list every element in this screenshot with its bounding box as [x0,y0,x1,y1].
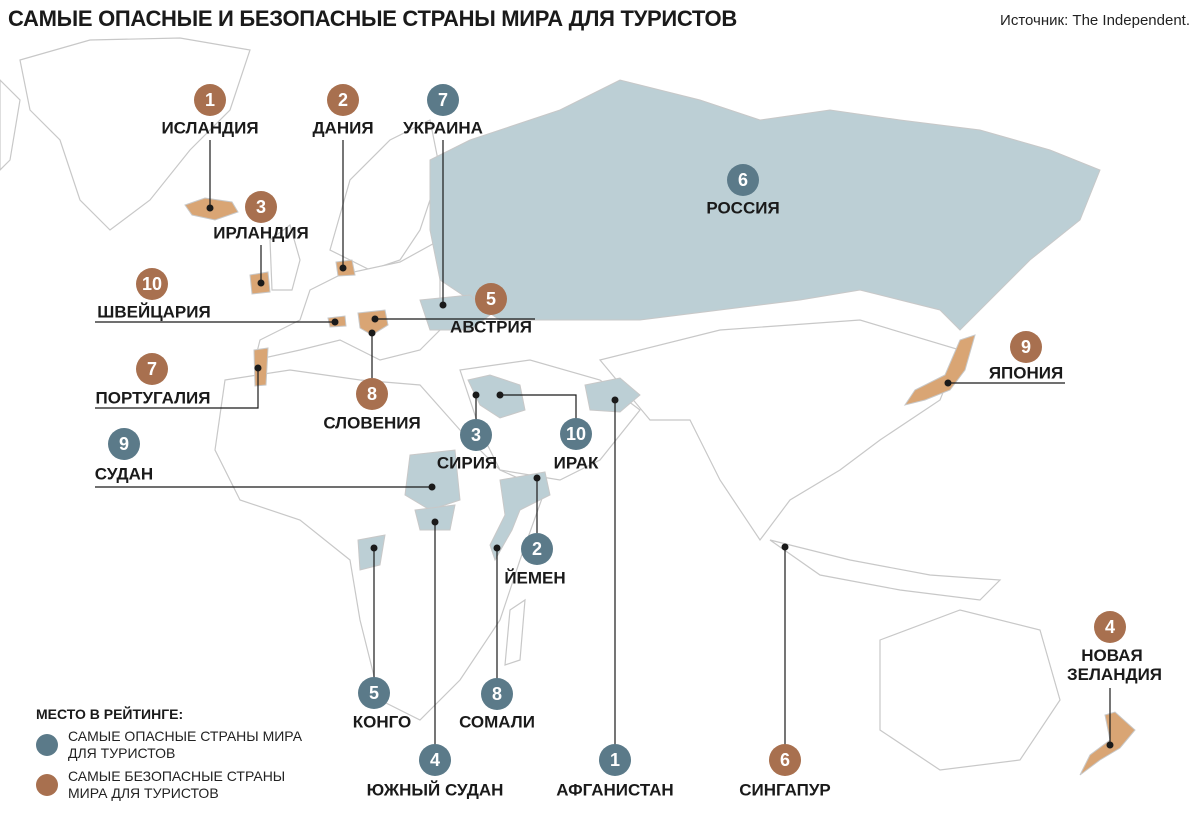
location-dot [257,279,265,287]
country-label: АВСТРИЯ [450,317,532,337]
source-note: Источник: The Independent. [1000,12,1190,29]
location-dot [533,474,541,482]
dangerous-rank-badge: 3 [460,419,492,451]
dangerous-rank-badge: 1 [599,744,631,776]
legend-label-safe: САМЫЕ БЕЗОПАСНЫЕ СТРАНЫ МИРА ДЛЯ ТУРИСТО… [68,768,286,801]
country-label: СИНГАПУР [739,780,831,800]
legend-label-dangerous: САМЫЕ ОПАСНЫЕ СТРАНЫ МИРА ДЛЯ ТУРИСТОВ [68,728,303,761]
location-dot [206,204,214,212]
indonesia [769,539,1002,601]
country-label: УКРАИНА [403,118,483,138]
country-label: ИРЛАНДИЯ [213,223,309,243]
location-dot [368,329,376,337]
dangerous-swatch [36,734,58,756]
location-dot [493,544,501,552]
country-label: НОВАЯ ЗЕЛАНДИЯ [1067,646,1163,684]
dangerous-rank-badge: 7 [427,84,459,116]
austria-slovenia-shape [357,309,389,336]
country-label: ДАНИЯ [312,118,374,138]
greenland [19,37,251,231]
country-label: АФГАНИСТАН [556,780,674,800]
country-label: СЛОВЕНИЯ [323,413,421,433]
location-dot [781,543,789,551]
safe-rank-badge: 4 [1094,611,1126,643]
location-dot [944,379,952,387]
country-label: ШВЕЙЦАРИЯ [97,302,211,322]
britain [269,223,301,291]
location-dot [431,518,439,526]
japan-shape [903,334,976,406]
safe-swatch [36,774,58,796]
location-dot [371,315,379,323]
safe-rank-badge: 1 [194,84,226,116]
safe-rank-badge: 2 [327,84,359,116]
location-dot [339,264,347,272]
safe-rank-badge: 10 [136,268,168,300]
leader-lines [95,140,1111,745]
dangerous-rank-badge: 9 [108,428,140,460]
country-label: СИРИЯ [436,453,498,473]
dangerous-rank-badge: 4 [419,744,451,776]
sudan-shape [404,449,461,511]
country-label: ИСЛАНДИЯ [161,118,259,138]
location-dot [428,483,436,491]
dangerous-rank-badge: 2 [521,533,553,565]
congo-shape [357,534,386,571]
syria-iraq-shape [467,374,526,419]
marker-dots [206,204,1114,749]
legend: МЕСТО В РЕЙТИНГЕ: САМЫЕ ОПАСНЫЕ СТРАНЫ М… [36,706,308,808]
page-title: САМЫЕ ОПАСНЫЕ И БЕЗОПАСНЫЕ СТРАНЫ МИРА Д… [8,6,737,31]
legend-item-safe: САМЫЕ БЕЗОПАСНЫЕ СТРАНЫ МИРА ДЛЯ ТУРИСТО… [36,768,308,802]
legend-item-dangerous: САМЫЕ ОПАСНЫЕ СТРАНЫ МИРА ДЛЯ ТУРИСТОВ [36,728,308,762]
country-label: ИРАК [553,453,599,473]
location-dot [370,544,378,552]
location-dot [611,396,619,404]
dangerous-rank-badge: 10 [560,418,592,450]
leader-line [95,368,259,409]
australia-edge [879,609,1061,771]
country-label: СОМАЛИ [459,712,535,732]
country-label: ЮЖНЫЙ СУДАН [366,780,504,800]
location-dot [496,391,504,399]
country-label: РОССИЯ [706,198,780,218]
asia-south [598,319,961,542]
country-label: ЙЕМЕН [504,568,566,588]
safe-rank-badge: 7 [136,353,168,385]
country-label: ПОРТУГАЛИЯ [95,388,211,408]
safe-rank-badge: 6 [769,744,801,776]
scandinavia [329,119,441,271]
dangerous-rank-badge: 6 [727,164,759,196]
dangerous-rank-badge: 8 [481,678,513,710]
safe-rank-badge: 3 [245,191,277,223]
location-dot [1106,741,1114,749]
south-sudan-shape [414,504,456,531]
dangerous-countries [357,79,1101,571]
leader-line [500,394,577,420]
location-dot [472,391,480,399]
safe-rank-badge: 5 [475,283,507,315]
dangerous-rank-badge: 5 [358,677,390,709]
safe-rank-badge: 8 [356,378,388,410]
location-dot [439,301,447,309]
country-label: КОНГО [352,712,412,732]
yemen-somalia-shape [489,471,551,562]
north-america-edge [0,79,21,171]
madagascar [504,598,526,666]
country-label: ЯПОНИЯ [988,363,1064,383]
afghanistan-shape [584,377,641,413]
location-dot [254,364,262,372]
russia-shape [429,79,1101,331]
ukraine-shape [419,294,491,331]
safe-rank-badge: 9 [1010,331,1042,363]
legend-title: МЕСТО В РЕЙТИНГЕ: [36,706,184,722]
country-label: СУДАН [94,464,154,484]
location-dot [331,318,339,326]
